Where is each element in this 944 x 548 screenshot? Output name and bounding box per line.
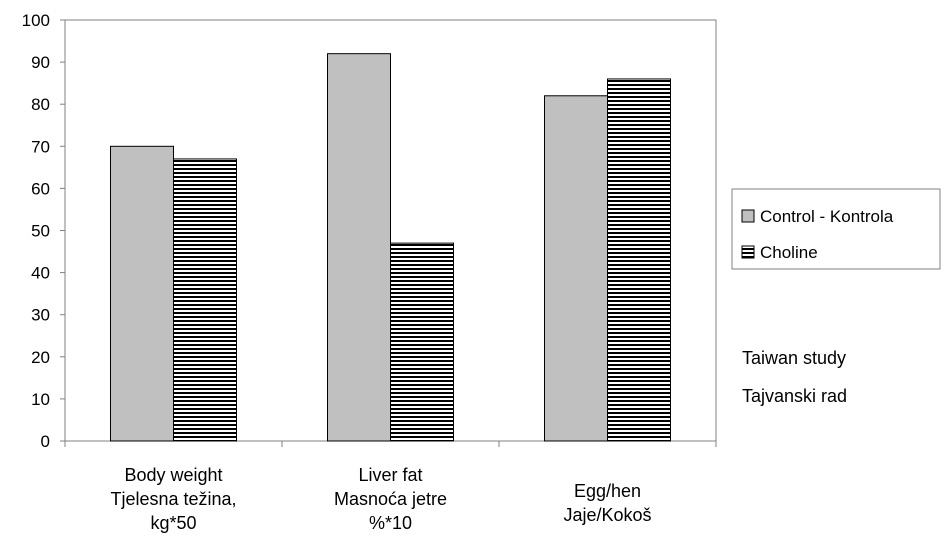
y-tick-label: 80: [31, 95, 50, 114]
y-tick-label: 40: [31, 264, 50, 283]
y-tick-label: 30: [31, 306, 50, 325]
y-tick-label: 100: [22, 11, 50, 30]
y-tick-label: 50: [31, 222, 50, 241]
legend-swatch: [741, 209, 755, 223]
bar-control-3: [544, 95, 608, 442]
bar-choline-1: [173, 158, 237, 442]
y-tick-label: 20: [31, 348, 50, 367]
y-tick-label: 70: [31, 137, 50, 156]
annotation-tajvanski-rad: Tajvanski rad: [742, 386, 847, 406]
legend-label: Choline: [760, 243, 818, 262]
annotation-taiwan-study: Taiwan study: [742, 348, 846, 368]
y-tick-label: 0: [41, 432, 50, 451]
legend-box: [731, 188, 941, 270]
x-category-label: Liver fat Masnoća jetre %*10: [334, 465, 447, 533]
bar-choline-3: [607, 78, 671, 442]
legend-label: Control - Kontrola: [760, 207, 894, 226]
x-category-label: Body weight Tjelesna težina, kg*50: [110, 465, 236, 533]
bar-control-1: [110, 145, 174, 442]
bar-control-2: [327, 53, 391, 442]
x-category-label: Egg/hen Jaje/Kokoš: [563, 481, 651, 525]
y-tick-label: 60: [31, 179, 50, 198]
bar-choline-2: [390, 242, 454, 442]
legend-swatch: [741, 245, 755, 259]
y-tick-label: 10: [31, 390, 50, 409]
y-tick-label: 90: [31, 53, 50, 72]
